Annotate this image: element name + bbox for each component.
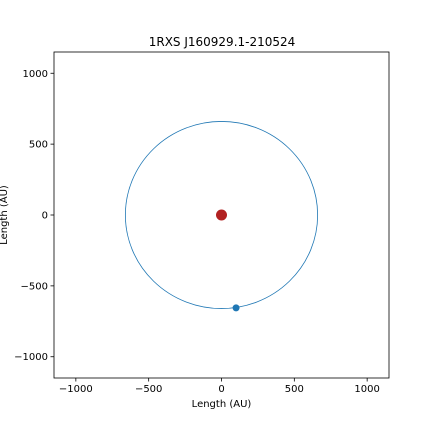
y-tick-label: 1000 <box>23 69 48 80</box>
y-tick-label: 500 <box>29 140 48 151</box>
planet-marker <box>232 304 240 312</box>
y-tick-label: −1000 <box>14 352 48 363</box>
orbit-path <box>124 121 319 309</box>
x-tick-label: 1000 <box>354 384 379 395</box>
x-tick-label: 0 <box>218 384 224 395</box>
y-tick-label: −500 <box>21 281 48 292</box>
x-axis-label: Length (AU) <box>192 399 252 410</box>
y-tick-label: 0 <box>42 211 48 222</box>
x-tick-label: −1000 <box>59 384 93 395</box>
chart-title: 1RXS J160929.1-210524 <box>149 35 296 49</box>
star-marker <box>216 209 227 221</box>
y-axis-label: Length (AU) <box>0 185 10 245</box>
x-tick-label: 500 <box>285 384 304 395</box>
x-tick-label: −500 <box>135 384 162 395</box>
